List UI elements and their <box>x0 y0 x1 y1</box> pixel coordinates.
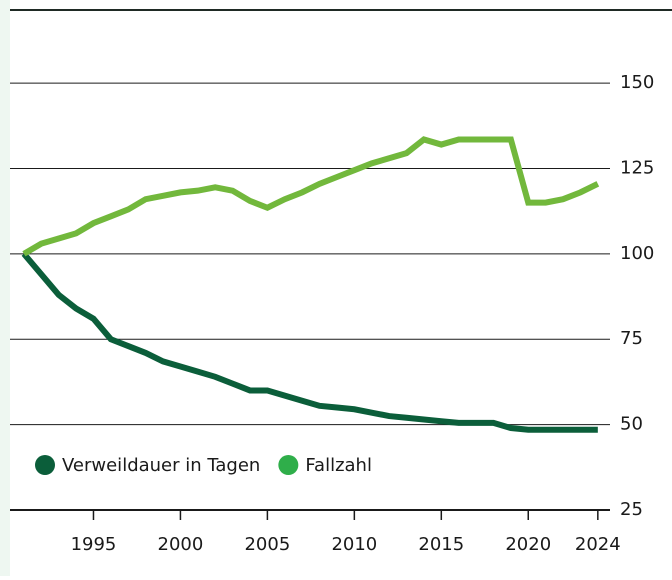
x-tick-label: 1995 <box>71 534 117 555</box>
side-strip <box>0 0 10 576</box>
x-tick-label: 2010 <box>331 534 377 555</box>
legend-marker <box>278 455 299 475</box>
legend-label: Fallzahl <box>305 455 372 476</box>
y-tick-label: 25 <box>620 499 643 520</box>
y-tick-label: 150 <box>620 72 654 93</box>
series-line <box>21 251 598 433</box>
legend-label: Verweildauer in Tagen <box>62 455 260 476</box>
y-tick-label: 125 <box>620 157 654 178</box>
x-tick-label: 2024 <box>575 534 621 555</box>
legend-marker <box>35 455 55 475</box>
y-tick-label: 100 <box>620 243 654 264</box>
x-tick-label: 2000 <box>158 534 204 555</box>
x-tick-label: 2005 <box>244 534 290 555</box>
x-tick-label: 2020 <box>505 534 551 555</box>
x-tick-label: 2015 <box>418 534 464 555</box>
y-tick-label: 75 <box>620 328 643 349</box>
series-line <box>22 136 600 257</box>
y-tick-label: 50 <box>620 414 643 435</box>
